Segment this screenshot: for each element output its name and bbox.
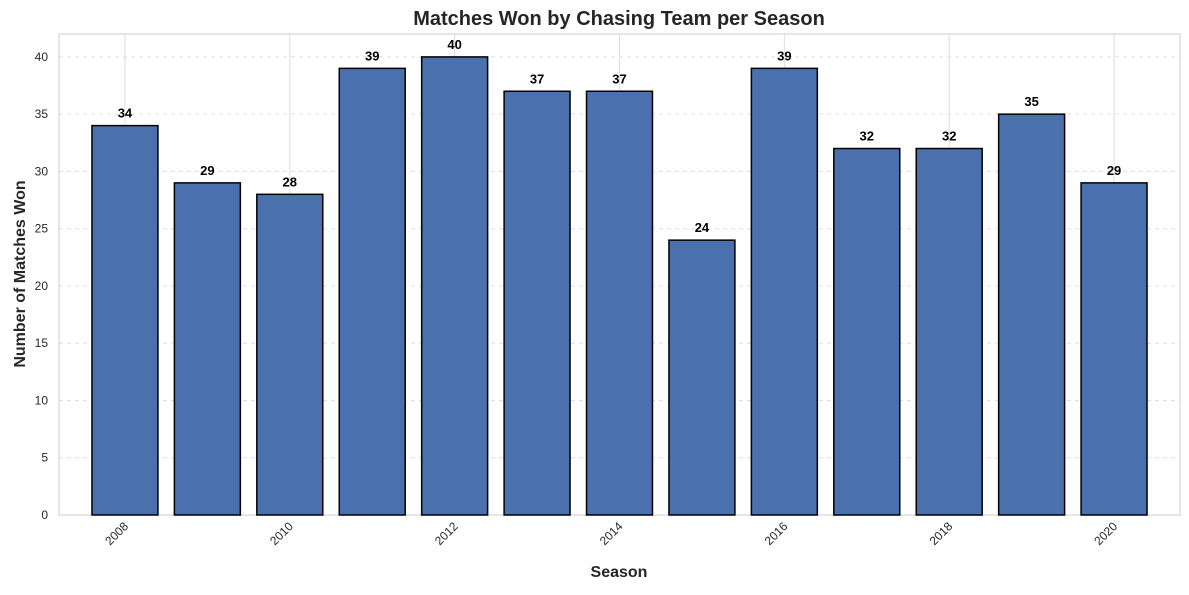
y-tick-label: 25 <box>35 222 49 236</box>
data-label-2012: 40 <box>447 37 461 52</box>
bar-2012 <box>420 56 489 516</box>
chart-title: Matches Won by Chasing Team per Season <box>413 8 825 30</box>
data-label-2010: 28 <box>283 174 297 189</box>
bar-2017 <box>833 147 901 516</box>
data-label-2013: 37 <box>530 71 544 86</box>
bar-2015 <box>668 239 736 516</box>
bar-2013 <box>503 90 571 516</box>
bar-2019 <box>997 113 1066 516</box>
data-label-2016: 39 <box>777 48 791 63</box>
bar-2011 <box>338 67 406 516</box>
data-label-2014: 37 <box>612 71 626 86</box>
y-tick-label: 10 <box>35 393 49 407</box>
bar-2010 <box>256 193 324 516</box>
data-label-2015: 24 <box>695 220 710 235</box>
bar-2008 <box>91 124 159 516</box>
bars <box>91 56 1148 516</box>
y-tick-label: 35 <box>35 107 49 121</box>
data-label-2020: 29 <box>1107 163 1121 178</box>
data-label-2008: 34 <box>118 106 133 121</box>
bar-2014 <box>585 90 654 516</box>
bar-2009 <box>173 182 242 516</box>
y-tick-label: 20 <box>35 279 49 293</box>
y-axis-label: Number of Matches Won <box>12 180 29 367</box>
data-label-2017: 32 <box>860 129 874 144</box>
data-label-2011: 39 <box>365 48 379 63</box>
y-tick-label: 30 <box>35 164 49 178</box>
y-tick-label: 40 <box>35 50 49 64</box>
bar-2018 <box>915 147 983 516</box>
x-axis-label: Season <box>591 564 648 581</box>
data-labels: 34 29 28 39 40 37 37 24 39 32 32 35 29 <box>118 37 1122 235</box>
data-label-2009: 29 <box>200 163 214 178</box>
y-tick-label: 15 <box>35 336 49 350</box>
y-tick-label: 0 <box>41 508 48 522</box>
bar-2020 <box>1080 182 1148 516</box>
data-label-2018: 32 <box>942 129 956 144</box>
y-axis-ticks: 0 5 10 15 20 25 30 35 40 <box>35 50 49 522</box>
y-tick-label: 5 <box>41 451 48 465</box>
bar-2016 <box>750 67 819 516</box>
data-label-2019: 35 <box>1024 94 1038 109</box>
